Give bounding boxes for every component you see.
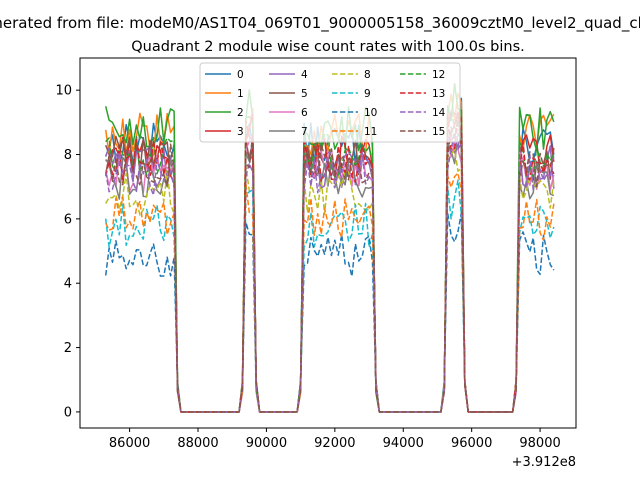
chart-figure: Plot generated from file: modeM0/AS1T04_… <box>0 0 640 480</box>
legend-label-9: 9 <box>364 88 371 100</box>
y-axis: 0 2 4 6 8 10 <box>55 84 80 421</box>
x-tick-label: 90000 <box>246 436 287 451</box>
series-line-8 <box>106 150 554 412</box>
series-line-10 <box>106 213 554 412</box>
legend-label-0: 0 <box>237 69 244 81</box>
legend-label-6: 6 <box>301 107 308 119</box>
legend-label-4: 4 <box>301 69 308 81</box>
y-tick-label: 0 <box>64 405 72 420</box>
series-line-15 <box>106 117 554 412</box>
x-tick-label: 88000 <box>177 436 218 451</box>
x-tick-label: 94000 <box>383 436 424 451</box>
y-tick-label: 2 <box>64 341 72 356</box>
x-tick-label: 98000 <box>519 436 560 451</box>
legend-label-14: 14 <box>432 107 446 119</box>
x-axis: 86000 88000 90000 92000 94000 96000 98000 <box>109 428 561 451</box>
y-tick-label: 6 <box>64 212 72 227</box>
chart-title: Quadrant 2 module wise count rates with … <box>131 39 525 55</box>
figure-suptitle: Plot generated from file: modeM0/AS1T04_… <box>0 14 640 33</box>
legend-label-12: 12 <box>432 69 445 81</box>
legend-label-15: 15 <box>432 126 445 138</box>
x-tick-label: 92000 <box>314 436 355 451</box>
y-tick-label: 8 <box>64 148 72 163</box>
y-tick-label: 10 <box>55 84 72 99</box>
legend-label-11: 11 <box>364 126 377 138</box>
legend-label-2: 2 <box>237 107 244 119</box>
x-tick-label: 96000 <box>451 436 492 451</box>
y-tick-label: 4 <box>64 277 72 292</box>
legend-label-13: 13 <box>432 88 445 100</box>
x-tick-label: 86000 <box>109 436 150 451</box>
legend-label-8: 8 <box>364 69 371 81</box>
legend-label-10: 10 <box>364 107 377 119</box>
legend-label-5: 5 <box>301 88 308 100</box>
x-offset-label: +3.912e8 <box>512 455 576 470</box>
legend-label-7: 7 <box>301 126 308 138</box>
legend-label-1: 1 <box>237 88 244 100</box>
legend-label-3: 3 <box>237 126 244 138</box>
